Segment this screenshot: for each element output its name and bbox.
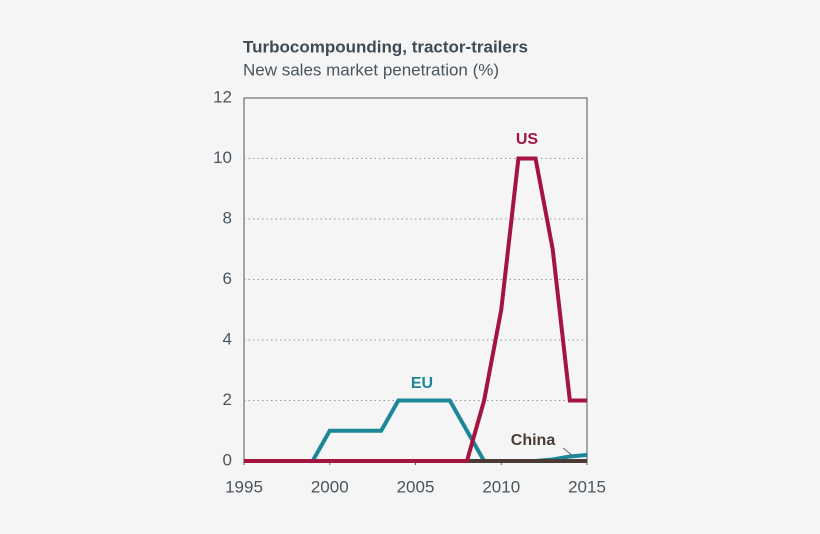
series-label: China — [511, 432, 556, 449]
y-tick-label: 12 — [213, 87, 232, 106]
x-tick-label: 2010 — [482, 477, 520, 496]
x-tick-label: 2000 — [311, 477, 349, 496]
y-tick-label: 8 — [223, 208, 232, 227]
series-line — [244, 156, 587, 463]
label-leader — [562, 447, 574, 457]
chart-title: Turbocompounding, tractor-trailers — [243, 37, 528, 56]
chart-subtitle: New sales market penetration (%) — [243, 60, 499, 79]
series-label: US — [516, 131, 539, 148]
x-tick-label: 2005 — [397, 477, 435, 496]
y-tick-label: 0 — [223, 450, 232, 469]
y-tick-label: 10 — [213, 148, 232, 167]
series-label: EU — [411, 375, 433, 392]
series-line — [244, 398, 588, 463]
y-tick-label: 4 — [223, 329, 232, 348]
y-tick-label: 2 — [223, 390, 232, 409]
x-tick-label: 1995 — [225, 477, 263, 496]
x-tick-label: 2015 — [568, 477, 606, 496]
y-tick-label: 6 — [223, 269, 232, 288]
